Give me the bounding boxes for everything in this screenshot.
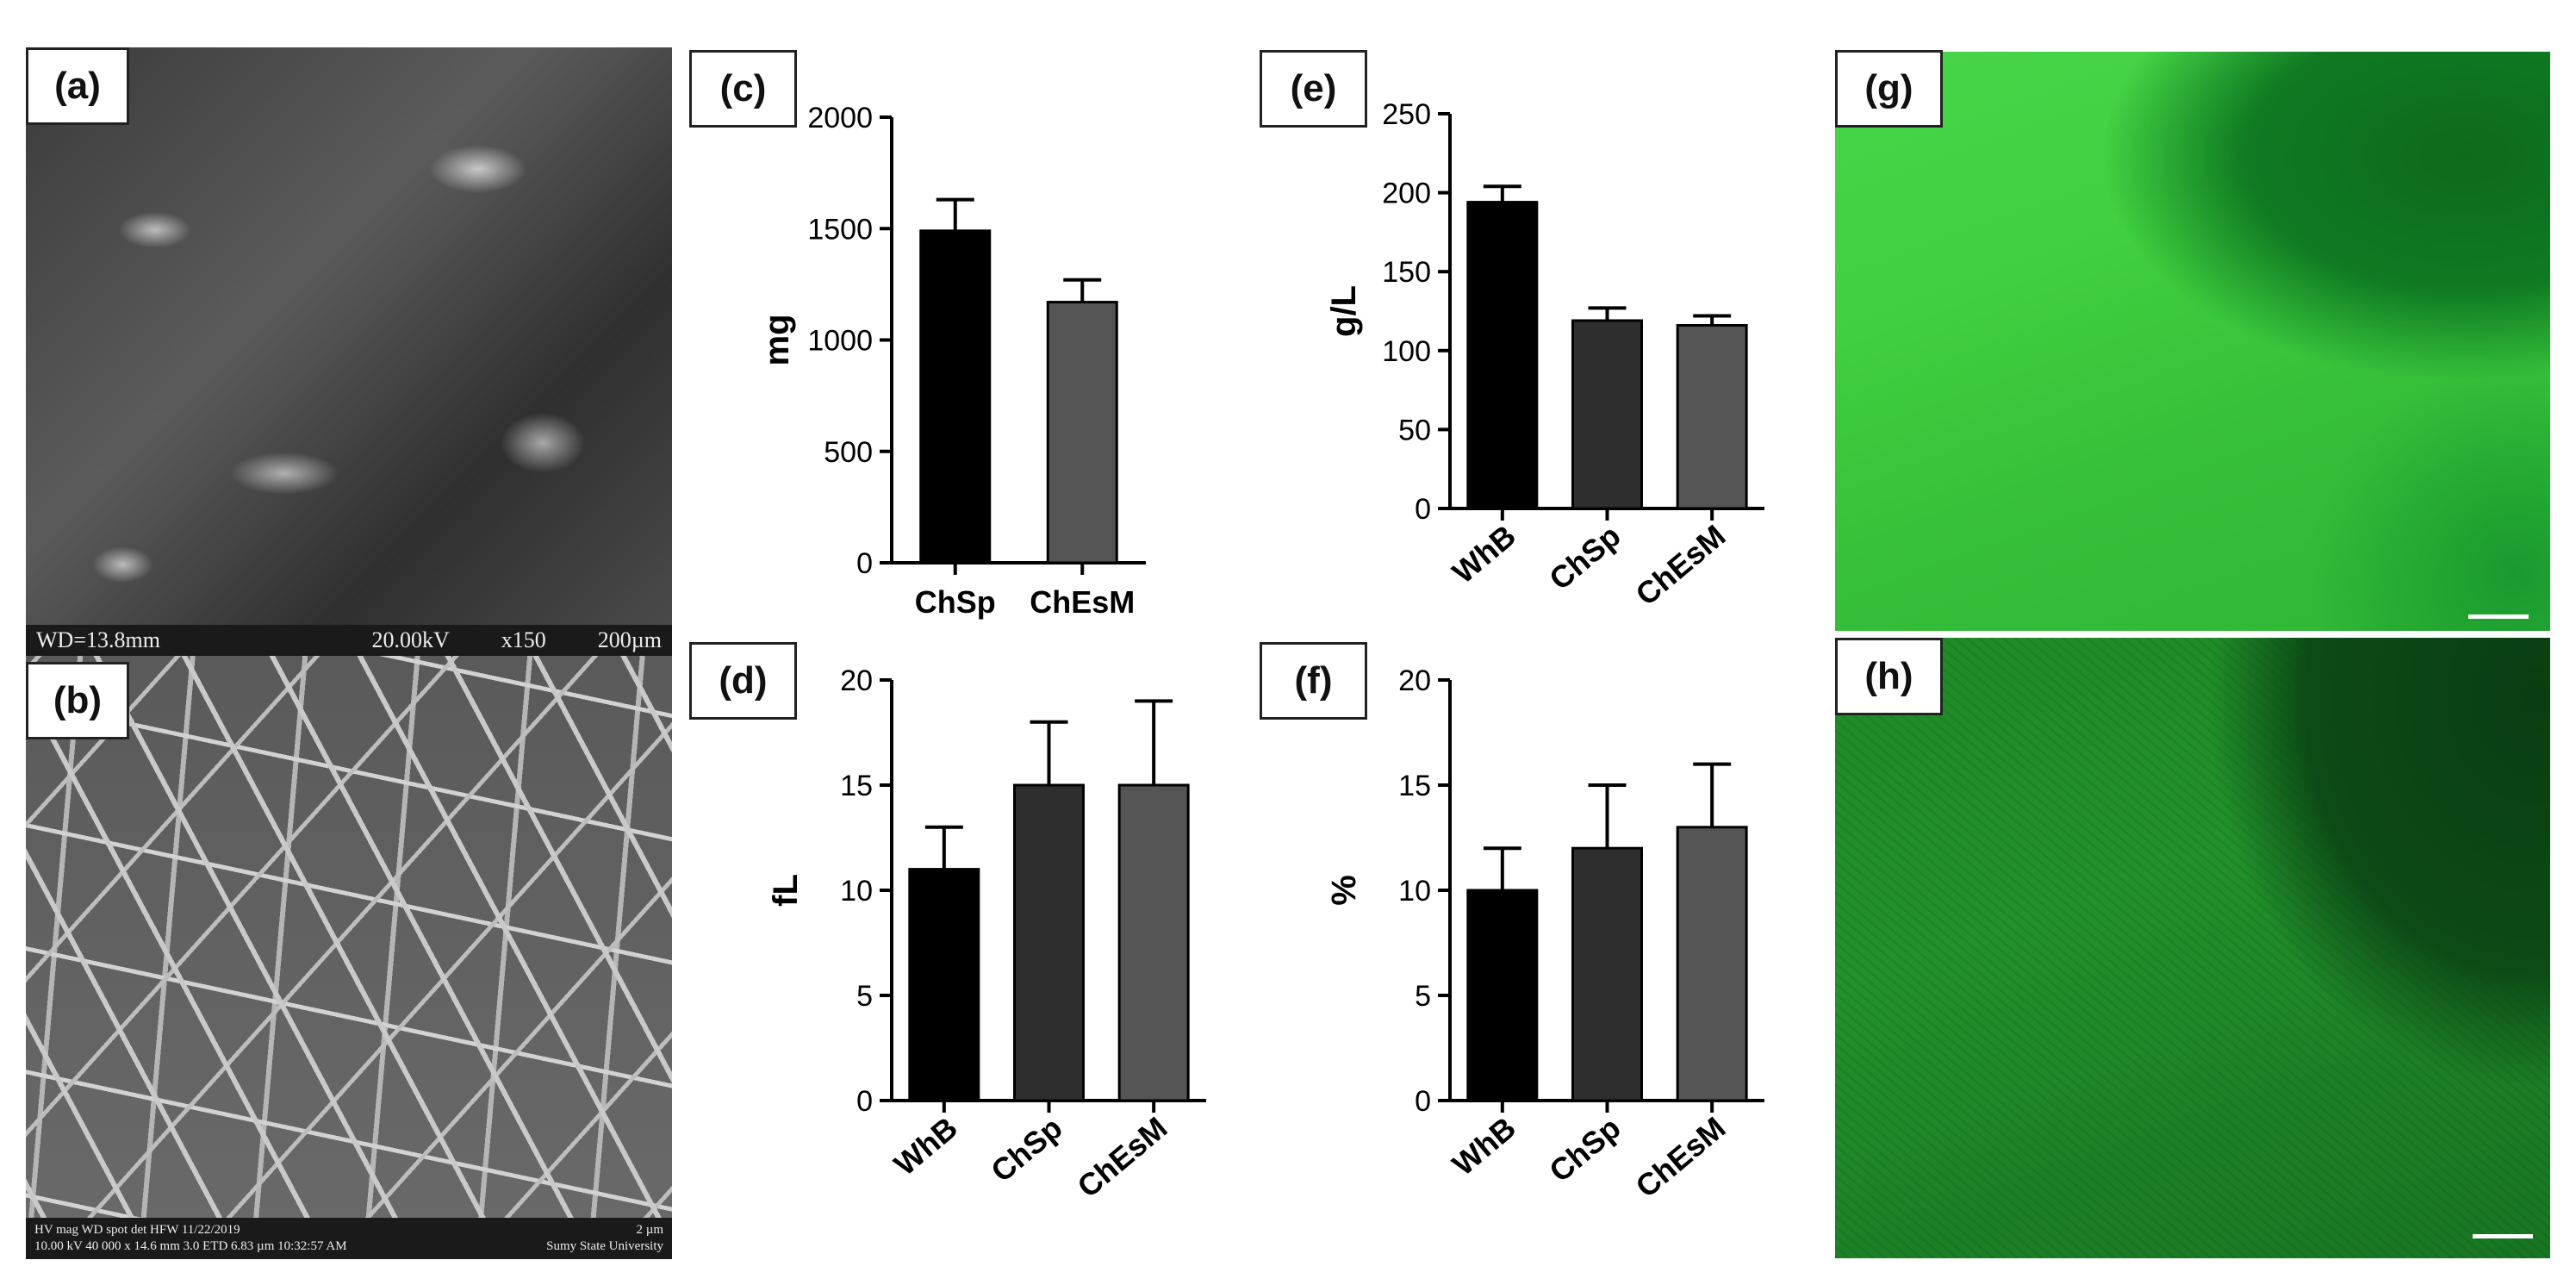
- sem-wd: WD=13.8mm: [36, 627, 160, 652]
- panel-label-c: (c): [689, 50, 797, 128]
- bar-e-ChEsM: [1676, 323, 1748, 510]
- bar-e-ChSp: [1571, 319, 1643, 510]
- x-tick-label-e: ChEsM: [1628, 518, 1732, 613]
- y-tick-label-e: 150: [1382, 256, 1431, 289]
- x-tick-label-e: WhB: [1446, 518, 1522, 590]
- panel-label-f: (f): [1260, 642, 1367, 720]
- y-tick-label-e: 0: [1415, 493, 1431, 526]
- sem-org: Sumy State University: [546, 1239, 663, 1253]
- panel-label-d: (d): [689, 642, 797, 720]
- y-tick-label-c: 500: [824, 436, 873, 469]
- y-axis-label-d: fL: [767, 874, 805, 907]
- sem-mag: x150: [501, 627, 546, 652]
- panel-label-h: (h): [1835, 638, 1943, 715]
- y-tick-label-e: 250: [1382, 98, 1431, 131]
- sem-image-a: WD=13.8mm 20.00kV x150 200µm: [26, 47, 672, 656]
- y-axis-label-c: mg: [758, 315, 796, 366]
- bar-d-ChEsM: [1117, 783, 1190, 1102]
- x-tick-label-c: ChSp: [915, 584, 996, 620]
- panel-label-b: (b): [26, 662, 129, 739]
- sem-info-line2: 10.00 kV 40 000 x 14.6 mm 3.0 ETD 6.83 µ…: [34, 1239, 347, 1253]
- sem-kv: 20.00kV: [371, 627, 450, 652]
- y-tick-label-d: 15: [840, 770, 873, 802]
- fluorescence-image-g: [1835, 52, 2550, 631]
- y-tick-label-d: 5: [856, 980, 873, 1013]
- sem-info-bar-a: WD=13.8mm 20.00kV x150 200µm: [26, 625, 672, 656]
- x-tick-label-f: WhB: [1446, 1110, 1522, 1182]
- y-tick-label-e: 50: [1398, 414, 1431, 446]
- bar-d-ChSp: [1013, 783, 1085, 1102]
- sem-image-b: HV mag WD spot det HFW 11/22/2019 2 µm 1…: [26, 656, 672, 1259]
- sem-info-bar-b: HV mag WD spot det HFW 11/22/2019 2 µm 1…: [26, 1218, 672, 1259]
- y-tick-label-f: 15: [1398, 770, 1431, 802]
- y-tick-label-d: 20: [840, 664, 873, 697]
- y-tick-label-d: 10: [840, 875, 873, 908]
- x-tick-label-c: ChEsM: [1030, 584, 1135, 620]
- y-axis-label-f: %: [1325, 875, 1363, 906]
- y-tick-label-c: 1500: [807, 213, 873, 246]
- y-tick-label-f: 10: [1398, 875, 1431, 908]
- y-tick-label-c: 2000: [807, 102, 873, 134]
- x-tick-label-f: ChEsM: [1628, 1110, 1732, 1205]
- sem-info-line1: HV mag WD spot det HFW 11/22/2019: [34, 1223, 240, 1237]
- fluorescence-image-h: [1835, 638, 2550, 1258]
- scale-bar-g: [2468, 614, 2529, 619]
- x-tick-label-e: ChSp: [1542, 518, 1627, 597]
- bar-f-WhB: [1466, 889, 1539, 1102]
- scale-bar-h: [2473, 1234, 2533, 1238]
- x-tick-label-d: ChEsM: [1070, 1110, 1173, 1205]
- bar-c-ChSp: [919, 229, 992, 565]
- y-tick-label-f: 20: [1398, 664, 1431, 697]
- bar-e-WhB: [1466, 201, 1539, 510]
- bar-f-ChSp: [1571, 846, 1643, 1102]
- panel-label-g: (g): [1835, 50, 1943, 128]
- bar-f-ChEsM: [1676, 826, 1748, 1102]
- y-tick-label-f: 0: [1415, 1085, 1431, 1118]
- y-tick-label-e: 100: [1382, 335, 1431, 368]
- y-axis-label-e: g/L: [1325, 285, 1363, 337]
- bar-d-WhB: [908, 868, 980, 1102]
- y-tick-label-e: 200: [1382, 178, 1431, 210]
- x-tick-label-f: ChSp: [1542, 1110, 1627, 1189]
- sem-scale-b: 2 µm: [636, 1223, 663, 1237]
- x-tick-label-d: ChSp: [984, 1110, 1068, 1189]
- sem-scale: 200µm: [597, 627, 662, 652]
- panel-label-e: (e): [1260, 50, 1367, 128]
- y-tick-label-c: 1000: [807, 325, 873, 358]
- bar-c-ChEsM: [1046, 301, 1118, 565]
- y-tick-label-f: 5: [1415, 980, 1431, 1013]
- y-tick-label-d: 0: [856, 1085, 873, 1118]
- y-tick-label-c: 0: [856, 547, 873, 580]
- panel-label-a: (a): [26, 47, 129, 125]
- x-tick-label-d: WhB: [887, 1110, 964, 1182]
